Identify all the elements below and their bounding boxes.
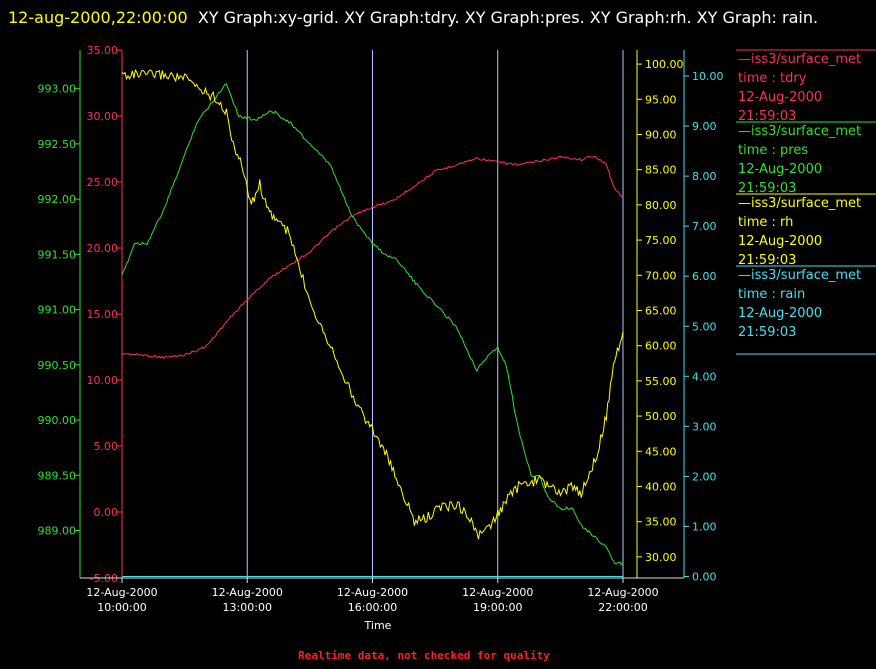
legend-rain-text: 12-Aug-2000 bbox=[738, 306, 822, 321]
x-tick-label-date: 12-Aug-2000 bbox=[86, 586, 157, 599]
pres-tick-label: 993.00 bbox=[38, 83, 77, 96]
legend-rh-text: 21:59:03 bbox=[738, 253, 796, 268]
rh-tick-label: 60.00 bbox=[645, 340, 677, 353]
rh-tick-label: 90.00 bbox=[645, 128, 677, 141]
series-lines bbox=[121, 68, 624, 577]
rain-tick-label: 7.00 bbox=[692, 220, 717, 233]
rh-tick-label: 85.00 bbox=[645, 164, 677, 177]
x-axis: 12-Aug-2000 10:00:00 12-Aug-2000 13:00:00 12… bbox=[86, 578, 659, 614]
tdry-tick-label: 30.00 bbox=[87, 110, 119, 123]
legend-rh-text: time : rh bbox=[738, 215, 793, 230]
rh-tick-label: 75.00 bbox=[645, 234, 677, 247]
legend-pres-text: 21:59:03 bbox=[738, 181, 796, 196]
rain-tick-label: 0.00 bbox=[692, 570, 717, 583]
rain-tick-label: 1.00 bbox=[692, 520, 717, 533]
title-line: 12-aug-2000,22:00:00 XY Graph:xy-grid. X… bbox=[8, 3, 868, 32]
series-rh-line bbox=[121, 68, 624, 540]
rh-tick-label: 55.00 bbox=[645, 375, 677, 388]
tdry-tick-label: 35.00 bbox=[87, 44, 119, 57]
legend-rain-text: —iss3/surface_met bbox=[738, 268, 861, 283]
rh-tick-label: 45.00 bbox=[645, 445, 677, 458]
legend-rain-text: time : rain bbox=[738, 287, 805, 302]
pres-tick-label: 989.50 bbox=[38, 469, 77, 482]
legend-tdry-text: —iss3/surface_met bbox=[738, 52, 861, 67]
rain-tick-label: 8.00 bbox=[692, 170, 717, 183]
pres-tick-label: 989.00 bbox=[38, 525, 77, 538]
x-tick-label-time: 13:00:00 bbox=[223, 601, 272, 614]
pres-tick-label: 992.50 bbox=[38, 138, 77, 151]
legend-rain-text: 21:59:03 bbox=[738, 325, 796, 340]
x-tick-label-time: 19:00:00 bbox=[473, 601, 522, 614]
x-tick-label-date: 12-Aug-2000 bbox=[212, 586, 283, 599]
x-tick-label-date: 12-Aug-2000 bbox=[337, 586, 408, 599]
header-timestamp: 12-aug-2000,22:00:00 bbox=[8, 8, 188, 27]
rain-tick-label: 9.00 bbox=[692, 120, 717, 133]
rh-tick-label: 80.00 bbox=[645, 199, 677, 212]
tdry-tick-label: 5.00 bbox=[94, 440, 119, 453]
legend-pres-text: —iss3/surface_met bbox=[738, 124, 861, 139]
rain-tick-label: 2.00 bbox=[692, 470, 717, 483]
rh-tick-label: 95.00 bbox=[645, 93, 677, 106]
legend-tdry-text: time : tdry bbox=[738, 71, 807, 86]
rh-tick-label: 30.00 bbox=[645, 551, 677, 564]
x-tick-label-time: 10:00:00 bbox=[97, 601, 146, 614]
pres-tick-label: 990.50 bbox=[38, 359, 77, 372]
pres-tick-label: 992.00 bbox=[38, 193, 77, 206]
pres-tick-label: 991.50 bbox=[38, 248, 77, 261]
legend-pres-text: 12-Aug-2000 bbox=[738, 162, 822, 177]
rh-tick-label: 40.00 bbox=[645, 480, 677, 493]
series-tdry-line bbox=[121, 155, 624, 360]
quality-note: Realtime data, not checked for quality bbox=[298, 649, 550, 662]
legend-tdry-text: 21:59:03 bbox=[738, 109, 796, 124]
x-tick-label-date: 12-Aug-2000 bbox=[587, 586, 658, 599]
grid-lines bbox=[246, 50, 624, 578]
x-tick-label-time: 16:00:00 bbox=[348, 601, 397, 614]
axes: -5.000.005.0010.0015.0020.0025.0030.0035… bbox=[38, 44, 724, 585]
x-tick-label-time: 22:00:00 bbox=[598, 601, 647, 614]
legend-rh-text: —iss3/surface_met bbox=[738, 196, 861, 211]
x-axis-label: Time bbox=[364, 619, 392, 632]
rh-tick-label: 65.00 bbox=[645, 304, 677, 317]
rain-tick-label: 3.00 bbox=[692, 420, 717, 433]
pres-tick-label: 991.00 bbox=[38, 304, 77, 317]
rain-tick-label: 4.00 bbox=[692, 370, 717, 383]
rain-tick-label: 6.00 bbox=[692, 270, 717, 283]
tdry-tick-label: 25.00 bbox=[87, 176, 119, 189]
legend-tdry-text: 12-Aug-2000 bbox=[738, 90, 822, 105]
tdry-tick-label: 20.00 bbox=[87, 242, 119, 255]
rh-tick-label: 100.00 bbox=[645, 58, 684, 71]
rh-tick-label: 50.00 bbox=[645, 410, 677, 423]
pres-tick-label: 990.00 bbox=[38, 414, 77, 427]
tdry-tick-label: 15.00 bbox=[87, 308, 119, 321]
rain-tick-label: 5.00 bbox=[692, 320, 717, 333]
rh-tick-label: 35.00 bbox=[645, 516, 677, 529]
x-tick-label-date: 12-Aug-2000 bbox=[462, 586, 533, 599]
rain-tick-label: 10.00 bbox=[692, 70, 724, 83]
legend-rh-text: 12-Aug-2000 bbox=[738, 234, 822, 249]
tdry-tick-label: 10.00 bbox=[87, 374, 119, 387]
rh-tick-label: 70.00 bbox=[645, 269, 677, 282]
tdry-tick-label: 0.00 bbox=[94, 506, 119, 519]
legend-pres-text: time : pres bbox=[738, 143, 808, 158]
header-graph-list: XY Graph:xy-grid. XY Graph:tdry. XY Grap… bbox=[197, 8, 819, 27]
